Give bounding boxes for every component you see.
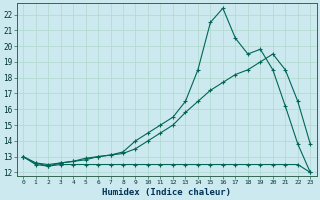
X-axis label: Humidex (Indice chaleur): Humidex (Indice chaleur) xyxy=(102,188,231,197)
